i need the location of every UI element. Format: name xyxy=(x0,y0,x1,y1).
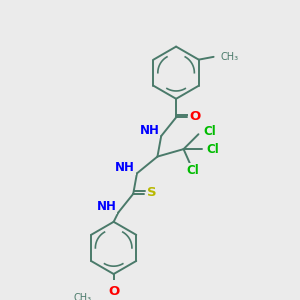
Text: NH: NH xyxy=(115,161,135,174)
Text: O: O xyxy=(189,110,200,123)
Text: Cl: Cl xyxy=(203,125,216,138)
Text: O: O xyxy=(108,285,119,298)
Text: Cl: Cl xyxy=(207,142,220,156)
Text: S: S xyxy=(147,186,157,200)
Text: Cl: Cl xyxy=(187,164,199,177)
Text: NH: NH xyxy=(97,200,116,213)
Text: CH₃: CH₃ xyxy=(73,293,91,300)
Text: NH: NH xyxy=(140,124,159,137)
Text: CH₃: CH₃ xyxy=(220,52,238,62)
